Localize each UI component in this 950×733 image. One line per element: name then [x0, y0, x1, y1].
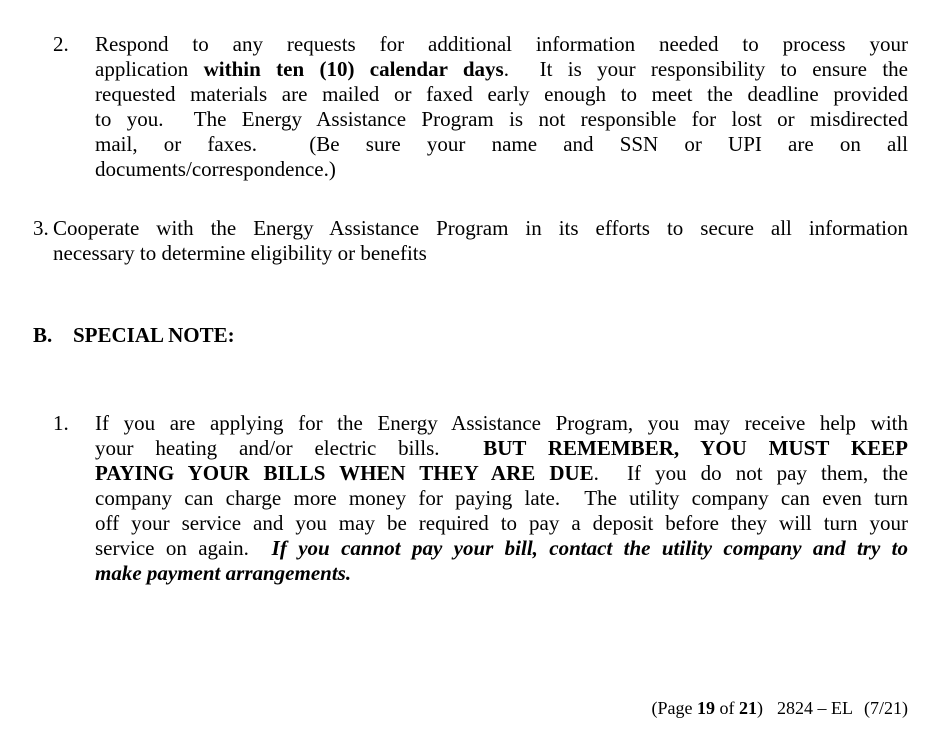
text-segment: necessary to determine eligibility or be… — [53, 241, 427, 265]
text-segment: application — [95, 57, 204, 81]
text-segment: If you are applying for the Energy Assis… — [95, 411, 908, 435]
footer-page-prefix: (Page — [651, 698, 697, 718]
text-line: If you are applying for the Energy Assis… — [95, 411, 908, 436]
item-number: 2. — [53, 32, 69, 56]
text-segment: Respond to any requests for additional i… — [95, 32, 908, 56]
item-text: If you are applying for the Energy Assis… — [95, 411, 908, 586]
text-line: service on again. If you cannot pay your… — [95, 536, 908, 561]
text-segment: service on again. — [95, 536, 272, 560]
text-line: to you. The Energy Assistance Program is… — [95, 107, 908, 132]
text-line: Cooperate with the Energy Assistance Pro… — [53, 216, 908, 241]
text-segment: documents/correspondence.) — [95, 157, 336, 181]
footer-page-suffix: ) — [757, 698, 763, 718]
text-line: documents/correspondence.) — [95, 157, 908, 182]
text-segment: BUT REMEMBER, YOU MUST KEEP — [483, 436, 908, 460]
list-item-2: 2. Respond to any requests for additiona… — [53, 32, 908, 182]
text-segment: Cooperate with the Energy Assistance Pro… — [53, 216, 908, 240]
footer-revision: (7/21) — [864, 698, 908, 718]
text-segment: your heating and/or electric bills. — [95, 436, 484, 460]
text-segment: requested materials are mailed or faxed … — [95, 82, 908, 106]
section-label: B. — [33, 323, 53, 347]
footer-of-text: of — [715, 698, 739, 718]
section-title: SPECIAL NOTE: — [73, 323, 235, 347]
text-segment: . If you do not pay them, the — [593, 461, 908, 485]
item-text: Respond to any requests for additional i… — [95, 32, 908, 182]
footer-page-number: 19 — [697, 698, 715, 718]
text-segment: to you. The Energy Assistance Program is… — [95, 107, 908, 131]
text-segment: company can charge more money for paying… — [95, 486, 908, 510]
text-line: company can charge more money for paying… — [95, 486, 908, 511]
text-segment: within ten (10) calendar days — [203, 57, 504, 81]
text-segment: . It is your responsibility to ensure th… — [503, 57, 908, 81]
text-line: make payment arrangements. — [95, 561, 908, 586]
text-line: PAYING YOUR BILLS WHEN THEY ARE DUE. If … — [95, 461, 908, 486]
text-line: your heating and/or electric bills. BUT … — [95, 436, 908, 461]
text-segment: make payment arrangements. — [95, 561, 352, 585]
item-number: 1. — [53, 411, 69, 435]
footer-total-pages: 21 — [739, 698, 757, 718]
text-segment: If you cannot pay your bill, contact the… — [271, 536, 908, 560]
text-segment: PAYING YOUR BILLS WHEN THEY ARE DUE — [95, 461, 594, 485]
text-segment: off your service and you may be required… — [95, 511, 908, 535]
list-item-b1: 1. If you are applying for the Energy As… — [53, 411, 908, 586]
footer-form-code: 2824 – EL — [777, 698, 853, 718]
list-item-3: 3. Cooperate with the Energy Assistance … — [33, 216, 908, 266]
text-line: mail, or faxes. (Be sure your name and S… — [95, 132, 908, 157]
page-footer: (Page 19 of 21) 2824 – EL (7/21) — [0, 696, 950, 721]
section-b-heading: B. SPECIAL NOTE: — [33, 323, 908, 348]
text-line: application within ten (10) calendar day… — [95, 57, 908, 82]
item-number: 3. — [33, 216, 49, 240]
text-line: off your service and you may be required… — [95, 511, 908, 536]
item-text: Cooperate with the Energy Assistance Pro… — [53, 216, 908, 266]
text-line: Respond to any requests for additional i… — [95, 32, 908, 57]
text-line: necessary to determine eligibility or be… — [53, 241, 908, 266]
text-segment: mail, or faxes. (Be sure your name and S… — [95, 132, 908, 156]
text-line: requested materials are mailed or faxed … — [95, 82, 908, 107]
